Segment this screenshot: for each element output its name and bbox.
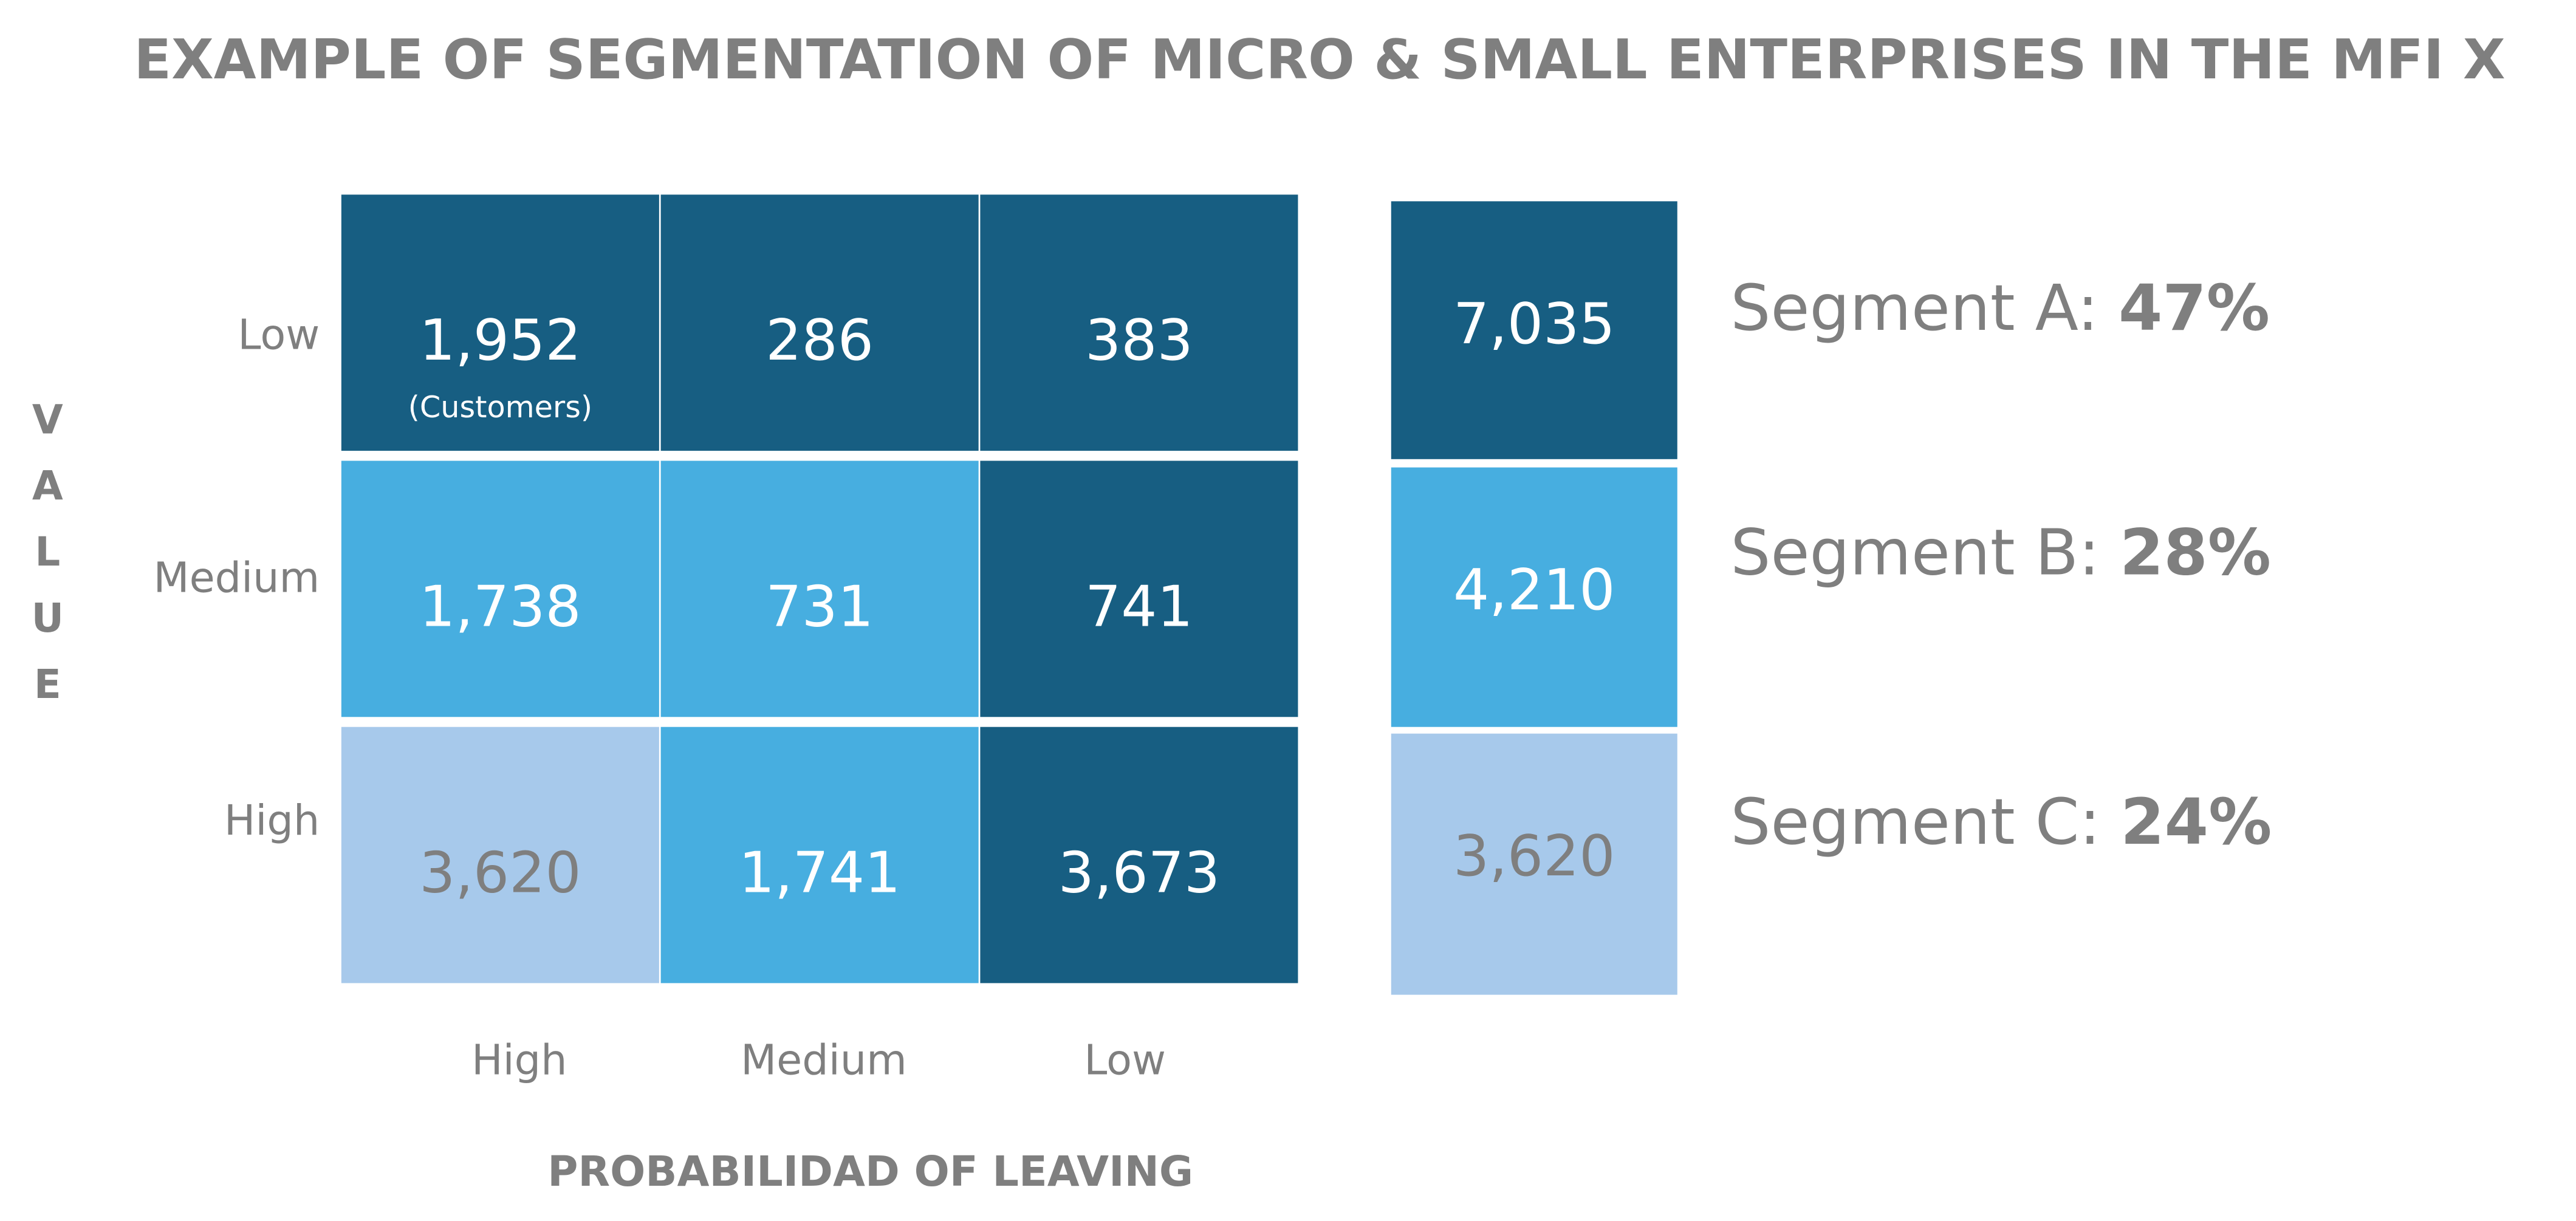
title: EXAMPLE OF SEGMENTATION OF MICRO & SMALL… xyxy=(134,28,2505,92)
row-label: High xyxy=(224,796,320,845)
grid-cell xyxy=(980,460,1298,717)
x-axis-title: PROBABILIDAD OF LEAVING xyxy=(547,1147,1193,1196)
segment-label: Segment C: 24% xyxy=(1730,785,2272,859)
segment-total: 4,210 xyxy=(1453,557,1615,623)
column-label: High xyxy=(471,1036,567,1084)
segment-label: Segment A: 47% xyxy=(1730,271,2270,345)
segment-share: 24% xyxy=(2120,785,2272,859)
cell-value: 3,620 xyxy=(419,840,581,906)
segment-box xyxy=(1391,733,1677,995)
cell-value: 741 xyxy=(1085,573,1193,639)
segment-share: 47% xyxy=(2119,271,2270,345)
cell-value: 731 xyxy=(766,573,874,639)
cell-value: 1,738 xyxy=(419,573,581,639)
segment-name: Segment C: xyxy=(1730,785,2100,859)
segment-total: 7,035 xyxy=(1453,291,1615,357)
segment-box xyxy=(1391,467,1677,727)
cell-note: (Customers) xyxy=(408,389,593,425)
cell-value: 1,952 xyxy=(419,307,581,373)
segment-share: 28% xyxy=(2120,516,2271,590)
segment-name: Segment A: xyxy=(1730,271,2098,345)
grid-cell xyxy=(660,194,979,451)
y-axis-title: VALUE xyxy=(24,397,70,727)
segment-name: Segment B: xyxy=(1730,516,2100,590)
grid-cell xyxy=(660,727,979,983)
cell-value: 3,673 xyxy=(1058,840,1221,906)
grid-cell xyxy=(980,727,1298,983)
segment-box xyxy=(1391,201,1677,459)
column-label: Medium xyxy=(741,1036,907,1084)
row-label: Low xyxy=(238,310,320,359)
segment-total: 3,620 xyxy=(1453,823,1615,889)
cell-value: 1,741 xyxy=(739,840,901,906)
grid-cell xyxy=(660,460,979,717)
row-label: Medium xyxy=(154,553,320,602)
column-label: Low xyxy=(1084,1036,1166,1084)
segment-label: Segment B: 28% xyxy=(1730,516,2271,590)
cell-value: 383 xyxy=(1085,307,1193,373)
grid-cell xyxy=(341,460,659,717)
grid-cell xyxy=(341,727,659,983)
grid-cell xyxy=(980,194,1298,451)
grid-cell xyxy=(341,194,659,451)
cell-value: 286 xyxy=(766,307,874,373)
